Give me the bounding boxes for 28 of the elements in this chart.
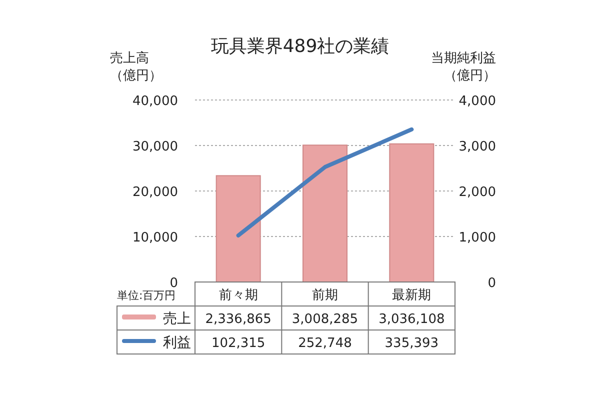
text: 102,315 (211, 336, 266, 351)
bar (389, 143, 434, 282)
bar (302, 144, 348, 282)
text: 2,336,865 (205, 312, 272, 327)
y2-axis-title: 当期純利益（億円） (431, 51, 496, 84)
legend-label: 利益 (163, 335, 191, 351)
legend-label: 売上 (163, 311, 191, 327)
x-tick-label: 最新期 (392, 288, 432, 303)
y2-tick-label: 1,000 (458, 230, 496, 246)
bar (216, 175, 261, 282)
x-tick-label: 前々期 (218, 288, 258, 303)
y-axis-title: 売上高（億円） (110, 50, 162, 84)
y2-tick-label: 0 (488, 276, 496, 291)
y-tick-label: 20,000 (132, 185, 178, 200)
y-tick-label: 10,000 (132, 230, 178, 246)
chart-title: 玩具業界489社の業績 (210, 36, 390, 57)
text: 252,748 (298, 336, 352, 351)
text: 3,008,285 (292, 312, 358, 327)
x-tick-label: 前期 (312, 288, 338, 303)
y-tick-label: 0 (170, 276, 178, 291)
y2-tick-label: 2,000 (458, 185, 496, 200)
y-tick-label: 30,000 (132, 140, 178, 154)
text: 3,036,108 (378, 312, 445, 327)
y-tick-label: 40,000 (132, 94, 178, 109)
text: 単位:百万円 (117, 289, 176, 302)
y2-tick-label: 3,000 (458, 140, 496, 154)
text: 335,393 (384, 336, 439, 351)
y2-tick-label: 4,000 (458, 94, 496, 109)
